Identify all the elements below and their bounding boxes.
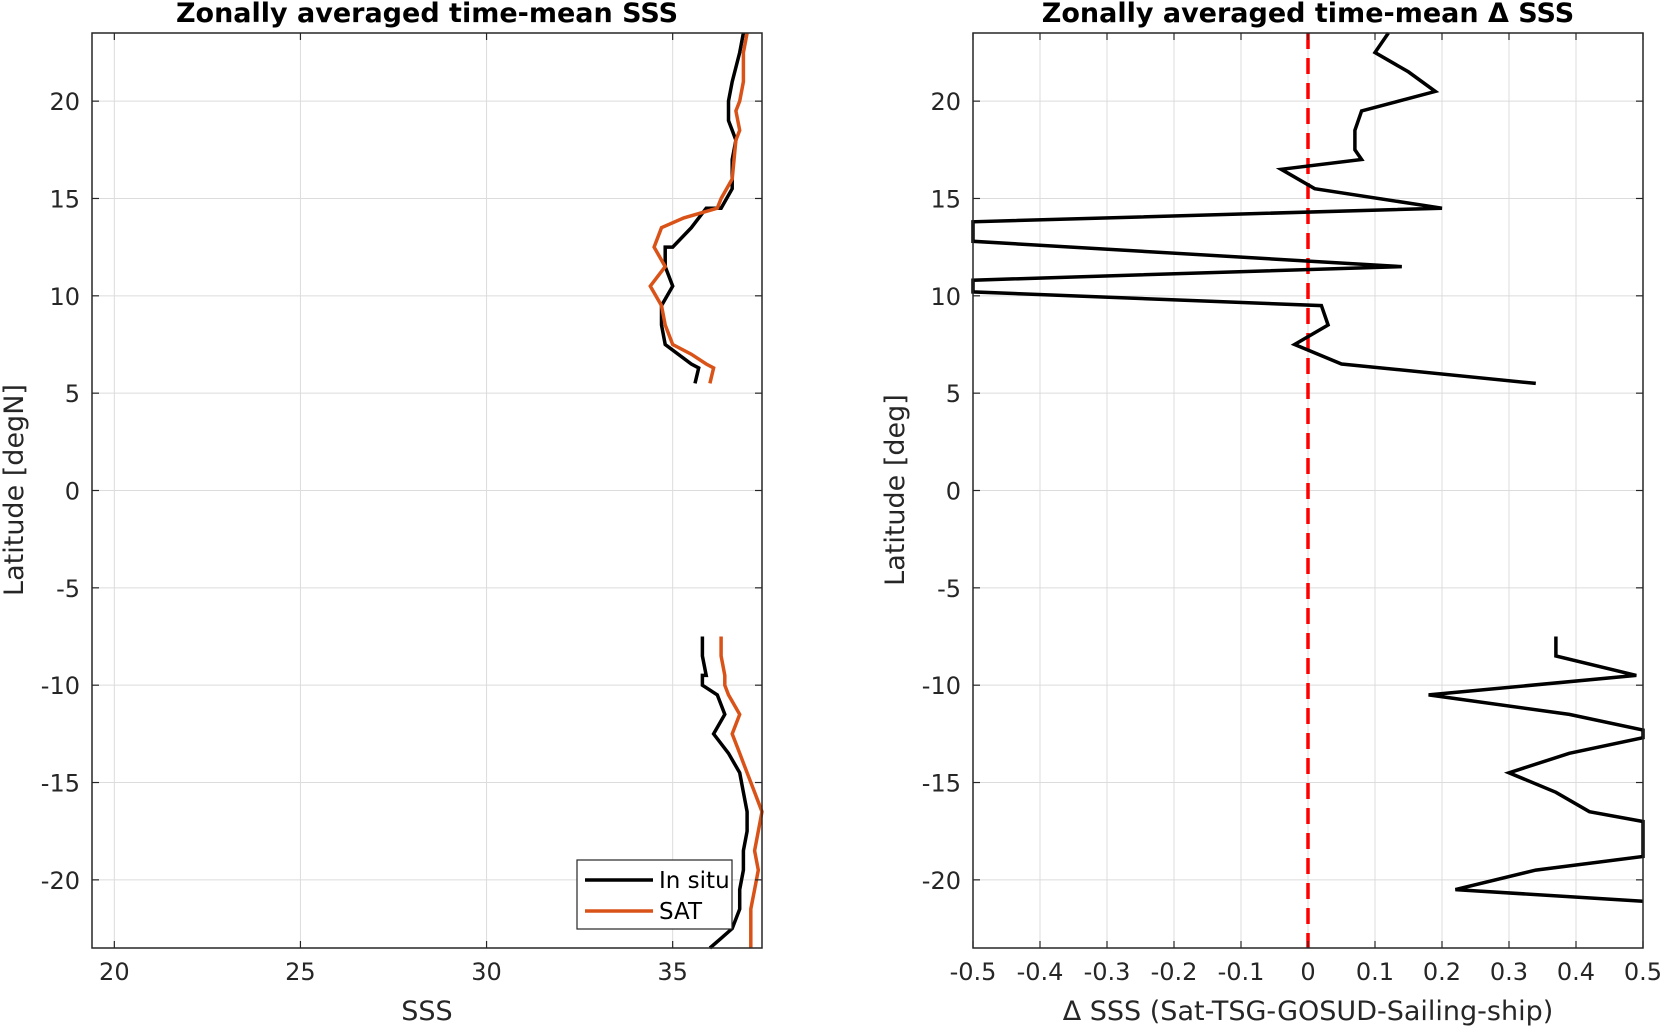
left-y-axis-label: Latitude [degN]: [0, 384, 30, 596]
x-tick-label: 25: [285, 958, 316, 986]
left-x-axis-label: SSS: [401, 996, 452, 1027]
delta-sss-series-segment: [1428, 636, 1645, 904]
x-tick-label: 0.4: [1557, 958, 1595, 986]
left-tick-labels: 20 25 30 35 -20 -15 -10 -5 0 5 10 15 20: [41, 88, 688, 986]
legend-label-in-situ: In situ: [659, 868, 730, 894]
right-x-axis-label: Δ SSS (Sat-TSG-GOSUD-Sailing-ship): [1063, 996, 1554, 1027]
in-situ-series-segment: [659, 32, 746, 384]
y-tick-label: 15: [930, 185, 961, 213]
x-tick-label: -0.4: [1017, 958, 1064, 986]
y-tick-label: 20: [930, 88, 961, 116]
left-panel: 20 25 30 35 -20 -15 -10 -5 0 5 10 15 20 Zonally aver…: [0, 0, 764, 1027]
y-tick-label: 20: [49, 88, 80, 116]
y-tick-label: -15: [922, 770, 961, 798]
y-tick-label: -5: [937, 575, 961, 603]
x-tick-label: -0.2: [1151, 958, 1198, 986]
in-situ-series-segment: [700, 636, 749, 950]
x-tick-label: 30: [471, 958, 502, 986]
x-tick-label: 35: [657, 958, 688, 986]
sat-series-segment: [719, 636, 764, 948]
y-tick-label: -20: [922, 867, 961, 895]
y-tick-label: -10: [41, 672, 80, 700]
right-lines: [971, 32, 1645, 904]
left-title: Zonally averaged time-mean SSS: [176, 0, 678, 29]
delta-sss-series-segment: [971, 32, 1536, 386]
y-tick-label: 5: [65, 380, 80, 408]
y-tick-label: -20: [41, 867, 80, 895]
y-tick-label: -10: [922, 672, 961, 700]
right-ticks: [972, 33, 1644, 948]
sat-series-segment: [648, 32, 749, 384]
legend-box: [576, 859, 733, 930]
x-tick-label: 0.1: [1356, 958, 1394, 986]
x-tick-label: 0.2: [1423, 958, 1461, 986]
x-tick-label: -0.3: [1084, 958, 1131, 986]
left-grid: [92, 33, 762, 948]
right-panel: -0.5 -0.4 -0.3 -0.2 -0.1 0 0.1 0.2 0.3 0.4 0.5 -20 -…: [880, 0, 1661, 1027]
y-tick-label: 5: [946, 380, 961, 408]
x-tick-label: 0.3: [1490, 958, 1528, 986]
right-title: Zonally averaged time-mean Δ SSS: [1042, 0, 1574, 29]
y-tick-label: 0: [946, 478, 961, 506]
right-y-axis-label: Latitude [deg]: [880, 394, 911, 586]
y-tick-label: 10: [930, 283, 961, 311]
y-tick-label: 0: [65, 478, 80, 506]
left-lines: [648, 32, 764, 950]
y-tick-label: -15: [41, 770, 80, 798]
x-tick-label: 0: [1300, 958, 1315, 986]
y-tick-label: -5: [56, 575, 80, 603]
left-ticks: [92, 33, 762, 948]
y-tick-label: 15: [49, 185, 80, 213]
legend-label-sat: SAT: [659, 899, 703, 925]
x-tick-label: 20: [99, 958, 130, 986]
y-tick-label: 10: [49, 283, 80, 311]
x-tick-label: 0.5: [1624, 958, 1661, 986]
x-tick-label: -0.1: [1218, 958, 1265, 986]
legend: In situ SAT: [576, 859, 733, 930]
x-tick-label: -0.5: [950, 958, 997, 986]
right-tick-labels: -0.5 -0.4 -0.3 -0.2 -0.1 0 0.1 0.2 0.3 0.4 0.5 -20 -…: [922, 88, 1661, 986]
